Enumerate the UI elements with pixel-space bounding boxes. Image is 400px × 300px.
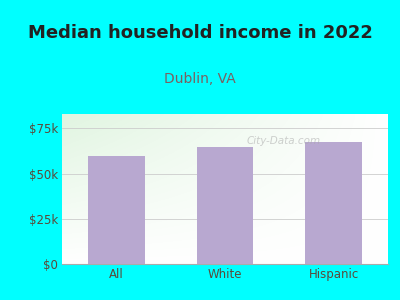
Text: City-Data.com: City-Data.com xyxy=(247,136,321,146)
Bar xyxy=(197,146,253,264)
Bar xyxy=(88,156,144,264)
Text: Median household income in 2022: Median household income in 2022 xyxy=(28,24,372,42)
Text: Dublin, VA: Dublin, VA xyxy=(164,72,236,86)
Bar xyxy=(306,142,362,264)
